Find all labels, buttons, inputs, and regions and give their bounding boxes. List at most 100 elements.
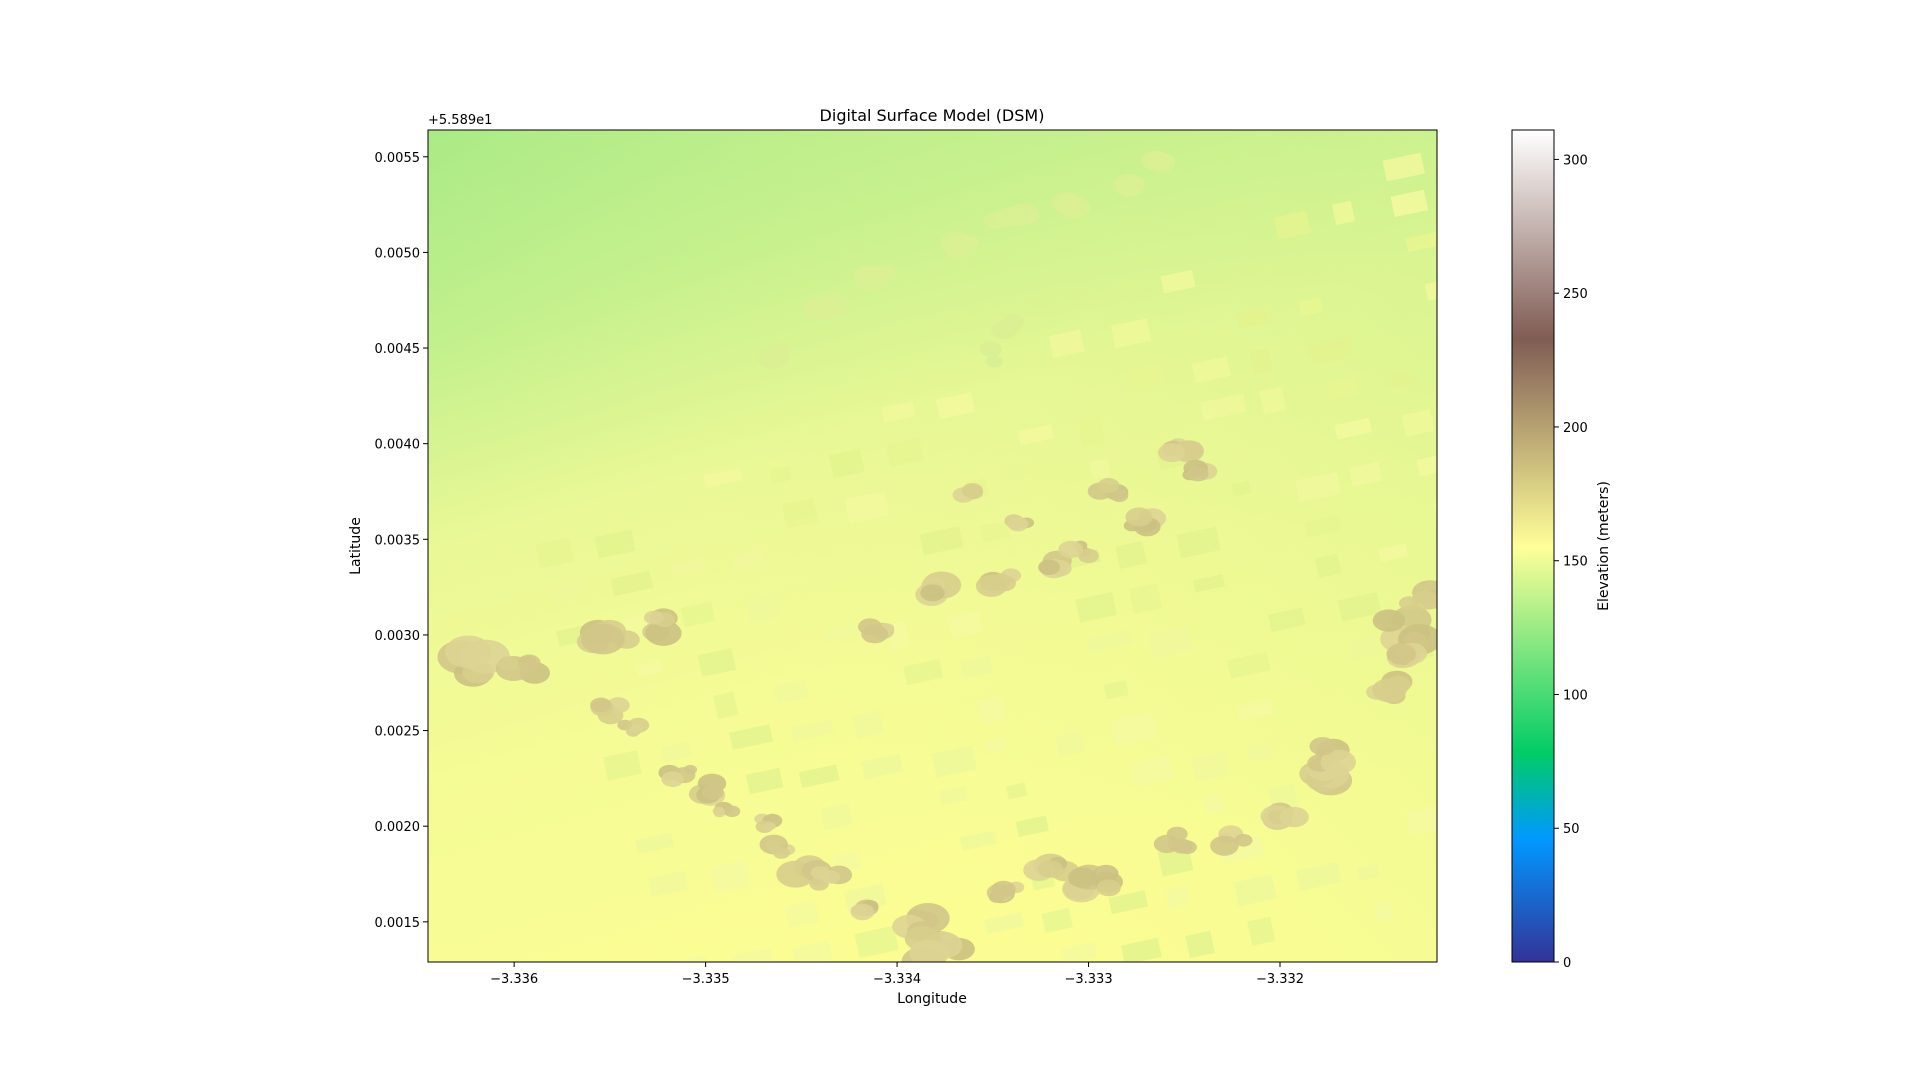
- building-footprint: [1864, 436, 1886, 457]
- tree-canopy-blob: [771, 341, 792, 356]
- tree-canopy-blob: [1210, 835, 1239, 856]
- x-tick-label-4: −3.332: [1256, 972, 1304, 987]
- tree-canopy-blob: [1008, 519, 1023, 530]
- building-footprint: [1632, 119, 1661, 137]
- building-footprint: [731, 549, 766, 571]
- building-footprint: [1797, 620, 1834, 642]
- building-footprint: [610, 570, 654, 597]
- tree-canopy-blob: [1096, 879, 1121, 897]
- building-footprint: [1649, 773, 1673, 797]
- building-footprint: [1227, 651, 1271, 679]
- building-footprint: [1720, 188, 1753, 210]
- tree-canopy-blob: [1125, 507, 1153, 527]
- colorbar-tick-label-6: 300: [1563, 153, 1588, 168]
- building-footprint: [648, 870, 689, 897]
- building-footprint: [1899, 342, 1907, 363]
- tree-canopy-blob: [723, 805, 741, 817]
- tree-canopy-blob: [1187, 466, 1209, 482]
- y-axis-ticks: 0.0015 0.0020 0.0025 0.0030 0.0035 0.0040 0.00…: [375, 151, 428, 931]
- building-footprint: [1089, 458, 1111, 480]
- tree-canopy-blob: [1037, 860, 1063, 878]
- building-footprint: [792, 940, 834, 962]
- building-footprint: [1566, 522, 1588, 541]
- building-footprint: [1844, 174, 1883, 197]
- building-footprint: [886, 437, 925, 467]
- tree-canopy-blob: [985, 355, 1004, 368]
- building-footprint: [1247, 741, 1277, 763]
- building-footprint: [1646, 548, 1686, 579]
- building-footprint: [1054, 730, 1086, 758]
- building-footprint: [1295, 861, 1342, 891]
- building-footprint: [731, 947, 774, 962]
- building-footprint: [1087, 629, 1134, 653]
- building-footprint: [1078, 418, 1105, 447]
- tree-canopy-blob: [1399, 596, 1419, 611]
- building-footprint: [1633, 509, 1669, 538]
- building-footprint: [1475, 622, 1501, 643]
- building-footprint: [1337, 592, 1382, 622]
- building-footprint: [1807, 838, 1850, 863]
- y-tick-label-3: 0.0030: [375, 629, 421, 644]
- building-footprint: [1460, 583, 1497, 610]
- y-tick-label-6: 0.0045: [375, 342, 421, 357]
- building-footprint: [1809, 89, 1851, 118]
- building-footprint: [1783, 581, 1804, 601]
- building-footprint: [1812, 262, 1856, 295]
- building-footprint: [1830, 524, 1856, 552]
- tree-canopy-blob: [590, 697, 612, 713]
- tree-canopy-blob: [1234, 834, 1253, 847]
- building-footprint: [1589, 386, 1627, 418]
- building-footprint: [1605, 820, 1642, 850]
- tree-canopy-blob: [991, 320, 1017, 339]
- tree-canopy-blob: [661, 771, 684, 787]
- colorbar-tick-label-0: 0: [1563, 956, 1571, 971]
- building-footprint: [1203, 793, 1226, 815]
- tree-canopy-blob: [1309, 737, 1336, 756]
- building-footprint: [697, 648, 736, 677]
- x-tick-label-2: −3.334: [873, 972, 921, 987]
- tree-canopy-blob: [1158, 443, 1186, 463]
- building-footprint: [1416, 452, 1437, 477]
- building-footprint: [983, 912, 1025, 935]
- tree-canopy-blob: [645, 620, 682, 646]
- building-footprint: [1103, 680, 1129, 700]
- building-footprint: [1164, 885, 1191, 909]
- building-footprint: [1804, 45, 1828, 64]
- tree-canopy-blob: [909, 939, 949, 962]
- building-footprint: [535, 537, 575, 569]
- building-footprint: [1822, 704, 1863, 726]
- building-footprint: [1761, 315, 1789, 342]
- building-footprint: [709, 859, 751, 893]
- building-footprint: [1200, 393, 1247, 421]
- y-tick-label-0: 0.0015: [375, 916, 421, 931]
- building-footprint: [1373, 900, 1396, 922]
- colorbar-tick-label-3: 150: [1563, 555, 1588, 570]
- building-footprint: [1882, 296, 1907, 328]
- building-footprint: [781, 497, 819, 529]
- building-footprint: [1108, 890, 1149, 915]
- y-tick-label-2: 0.0025: [375, 725, 421, 740]
- building-footprint: [1814, 481, 1856, 508]
- tree-canopy-blob: [920, 584, 945, 602]
- tree-canopy-blob: [1110, 489, 1129, 503]
- building-footprint: [1589, 784, 1622, 803]
- building-footprint: [1791, 223, 1815, 242]
- y-tick-label-4: 0.0035: [375, 533, 421, 548]
- building-footprint: [1235, 306, 1271, 330]
- building-footprint: [1654, 590, 1699, 619]
- building-footprint: [769, 465, 793, 484]
- building-footprint: [1390, 370, 1416, 389]
- building-footprint: [1627, 692, 1656, 712]
- x-axis-ticks: −3.336 −3.335 −3.334 −3.333 −3.332: [490, 962, 1304, 987]
- colorbar-tick-label-1: 50: [1563, 822, 1580, 837]
- building-footprint: [1005, 782, 1028, 800]
- building-footprint: [1347, 636, 1380, 660]
- building-footprint: [1041, 907, 1073, 933]
- tree-canopy-blob: [764, 822, 776, 831]
- building-footprint: [976, 695, 1007, 725]
- building-footprint: [1325, 375, 1360, 401]
- colorbar: [1511, 129, 1555, 963]
- tree-canopy: [437, 150, 1437, 962]
- building-footprint: [1596, 201, 1642, 225]
